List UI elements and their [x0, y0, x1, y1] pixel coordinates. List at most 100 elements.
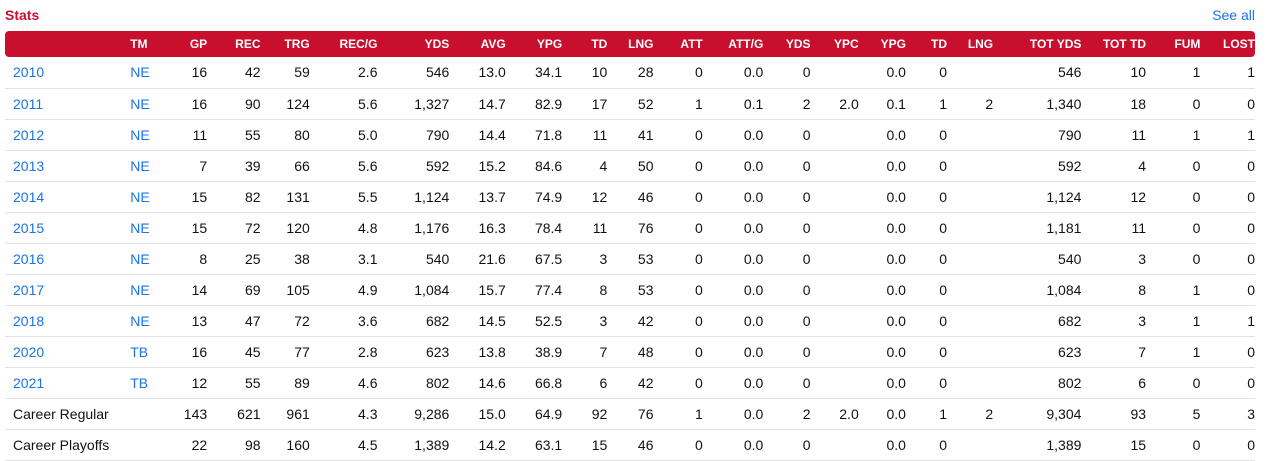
team-link[interactable]: NE — [130, 64, 150, 81]
stat-cell: 0 — [694, 281, 703, 298]
season-link[interactable]: 2013 — [13, 157, 45, 174]
stat-cell — [811, 336, 859, 367]
stat-cell: 10 — [591, 64, 608, 81]
stat-cell: 160 — [286, 436, 310, 453]
stat-cell: 0.0 — [743, 374, 764, 391]
stat-cell: 0 — [694, 250, 703, 267]
stat-cell: 2.0 — [839, 405, 859, 422]
season-link[interactable]: 2018 — [13, 312, 45, 329]
stat-cell: 0.0 — [743, 312, 764, 329]
stat-cell: 18 — [1130, 95, 1147, 112]
career-label: Career Playoffs — [13, 436, 110, 453]
stat-cell — [947, 150, 993, 181]
stat-cell: 0 — [939, 219, 947, 236]
stat-cell: 12 — [191, 374, 208, 391]
stat-cell: 6 — [1138, 374, 1147, 391]
stat-cell: 1,124 — [1046, 188, 1082, 205]
stat-cell: 8 — [599, 281, 608, 298]
stats-title: Stats — [5, 7, 40, 23]
stat-cell: 0.0 — [886, 157, 906, 174]
stat-cell: 0 — [802, 312, 811, 329]
stat-cell: 540 — [1058, 250, 1082, 267]
column-header: GP — [189, 37, 208, 51]
stat-cell: 0.0 — [886, 281, 906, 298]
table-header-row: TM GP REC TRG REC/G YDS AVG YPG TD LNG ATT ATT/G YDS… — [5, 31, 1255, 57]
team-link[interactable]: NE — [130, 95, 150, 112]
team-link[interactable]: NE — [130, 219, 150, 236]
stat-cell: 16.3 — [478, 219, 506, 236]
stat-cell: 4 — [599, 157, 608, 174]
stat-cell — [947, 119, 993, 150]
team-link[interactable]: NE — [130, 312, 150, 329]
stat-cell: 0 — [694, 374, 703, 391]
stat-cell: 0 — [1192, 95, 1201, 112]
season-link[interactable]: 2016 — [13, 250, 45, 267]
team-link[interactable]: NE — [130, 281, 150, 298]
season-link[interactable]: 2017 — [13, 281, 45, 298]
stat-cell: 5.6 — [358, 157, 378, 174]
column-header: FUM — [1174, 37, 1201, 51]
season-link[interactable]: 2012 — [13, 126, 45, 143]
stat-cell: 0.0 — [886, 374, 906, 391]
stat-cell: 67.5 — [534, 250, 563, 267]
see-all-link[interactable]: See all — [1212, 7, 1255, 23]
stat-cell: 1 — [1192, 281, 1201, 298]
stat-cell: 0 — [694, 64, 703, 81]
stat-cell: 2 — [985, 95, 994, 112]
stat-cell: 15.7 — [478, 281, 506, 298]
season-link[interactable]: 2011 — [13, 95, 44, 112]
season-link[interactable]: 2020 — [13, 343, 45, 360]
stat-cell: 0.1 — [886, 95, 906, 112]
stat-cell: 2.6 — [358, 64, 378, 81]
stat-cell: 0 — [802, 250, 811, 267]
stat-cell — [947, 429, 993, 460]
column-header: ATT/G — [728, 37, 764, 51]
stat-cell: 0 — [802, 436, 811, 453]
stat-cell: 4.9 — [358, 281, 378, 298]
stat-cell: 0 — [939, 374, 947, 391]
stat-cell: 3 — [1138, 312, 1147, 329]
table-row: 2016 NE 8 25 38 3.1 540 21.6 67.5 3 53 0 0.0 0 0.0 0 540… — [5, 243, 1255, 274]
column-header: YDS — [785, 37, 811, 51]
team-link — [130, 398, 171, 429]
stat-cell: 50 — [637, 157, 654, 174]
stat-cell: 82 — [244, 188, 261, 205]
season-link[interactable]: 2014 — [13, 188, 45, 205]
stat-cell: 1 — [1192, 312, 1201, 329]
stat-cell: 0 — [1192, 188, 1201, 205]
team-link[interactable]: NE — [130, 250, 150, 267]
stat-cell: 80 — [294, 126, 310, 143]
table-row: 2015 NE 15 72 120 4.8 1,176 16.3 78.4 11 76 0 0.0 0 0.… — [5, 212, 1255, 243]
stat-cell: 74.9 — [534, 188, 563, 205]
stat-cell — [811, 57, 859, 88]
stat-cell: 39 — [244, 157, 261, 174]
stat-cell: 0 — [939, 188, 947, 205]
team-link[interactable]: TB — [130, 374, 149, 391]
stat-cell: 592 — [425, 157, 450, 174]
stat-cell — [947, 212, 993, 243]
stat-cell: 15.0 — [478, 405, 506, 422]
stat-cell: 0.0 — [743, 188, 764, 205]
column-header: YPC — [834, 37, 859, 51]
stat-cell: 682 — [1058, 312, 1082, 329]
stat-cell: 14.4 — [478, 126, 506, 143]
stat-cell: 2 — [802, 405, 811, 422]
stat-cell: 1 — [1192, 64, 1201, 81]
team-link[interactable]: NE — [130, 157, 150, 174]
stat-cell: 1,327 — [414, 95, 450, 112]
stat-cell: 790 — [1058, 126, 1082, 143]
season-link[interactable]: 2015 — [13, 219, 45, 236]
stat-cell: 1 — [694, 95, 703, 112]
table-body: 2010 NE 16 42 59 2.6 546 13.0 34.1 10 28 0 0.0 0 0.0 0 5… — [5, 57, 1255, 460]
stat-cell: 1 — [1192, 126, 1201, 143]
team-link[interactable]: TB — [130, 343, 149, 360]
team-link[interactable]: NE — [130, 126, 150, 143]
team-link[interactable]: NE — [130, 188, 150, 205]
stat-cell: 0.0 — [743, 64, 764, 81]
season-link[interactable]: 2021 — [13, 374, 45, 391]
stat-cell: 77.4 — [534, 281, 563, 298]
column-header: YPG — [536, 37, 563, 51]
stat-cell: 0 — [802, 126, 811, 143]
stat-cell: 42 — [244, 64, 261, 81]
season-link[interactable]: 2010 — [13, 64, 45, 81]
